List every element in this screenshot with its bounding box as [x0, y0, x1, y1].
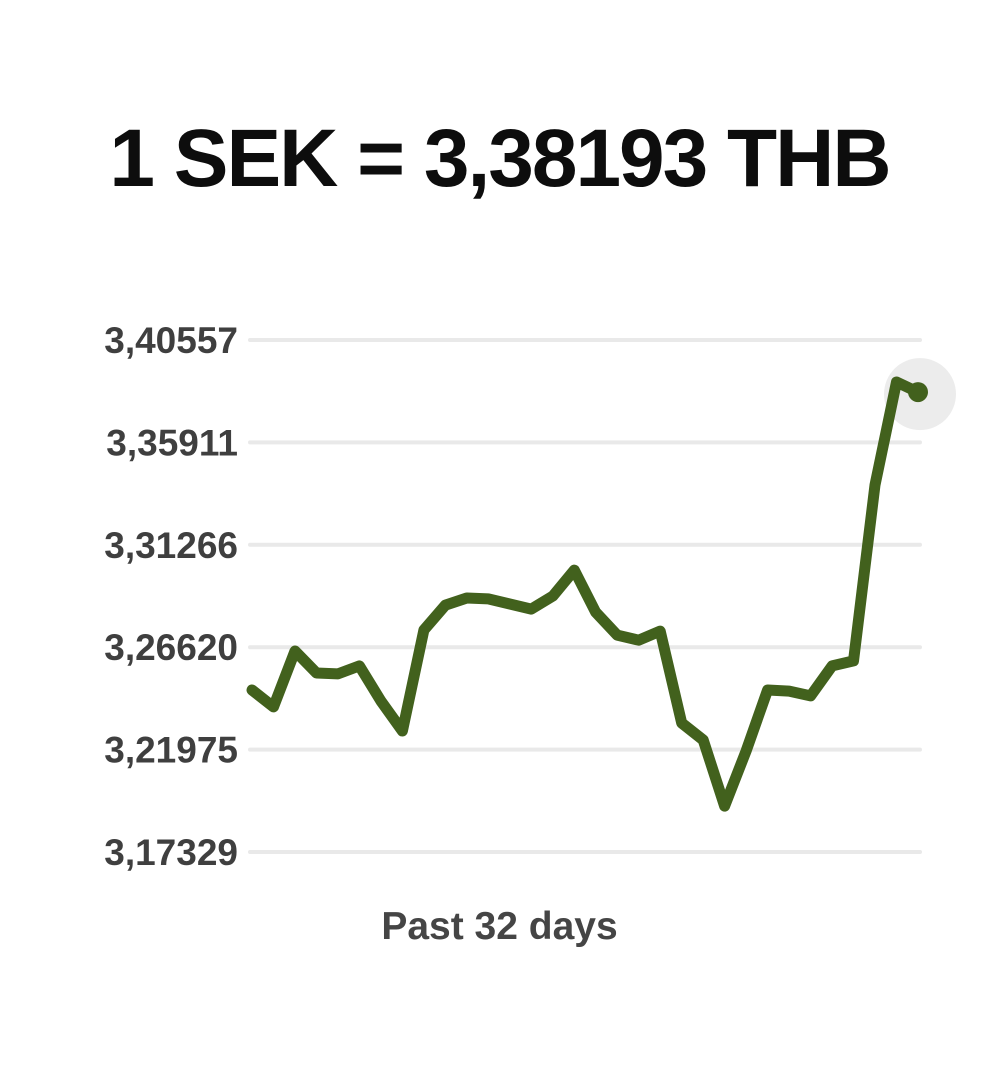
y-tick-label: 3,17329 [104, 832, 238, 873]
y-tick-label: 3,26620 [104, 627, 238, 668]
y-tick-label: 3,40557 [104, 320, 238, 361]
x-axis-label: Past 32 days [381, 905, 618, 948]
y-tick-label: 3,35911 [106, 422, 238, 463]
y-tick-label: 3,21975 [104, 730, 238, 771]
exchange-rate-title: 1 SEK = 3,38193 THB [109, 113, 891, 204]
rate-line [246, 376, 924, 812]
y-tick-label: 3,31266 [104, 525, 238, 566]
current-point-dot [908, 382, 928, 403]
